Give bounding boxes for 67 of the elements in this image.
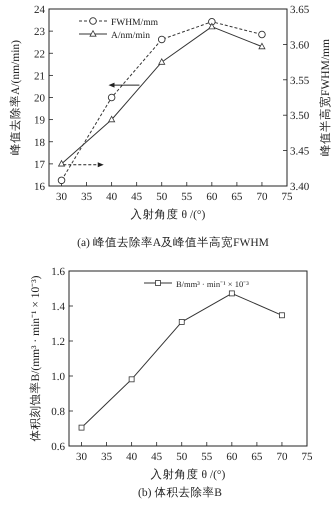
x-tick-label: 75: [282, 191, 293, 203]
x-tick-label: 50: [156, 191, 168, 203]
y-tick-label: 1.6: [51, 266, 66, 278]
x-tick-label: 70: [256, 191, 268, 203]
y-tick-label: 18: [34, 136, 46, 149]
x-axis-title: 入射角度 θ /(°): [150, 467, 226, 481]
x-tick-label: 35: [81, 191, 93, 203]
x-tick-label: 50: [176, 451, 188, 463]
x-tick-label: 45: [151, 451, 163, 463]
legend-label: B/mm³ · min⁻¹ × 10⁻³: [176, 279, 250, 289]
y-tick-label: 1.2: [51, 336, 65, 348]
y-tick-label: 1.4: [51, 301, 66, 313]
x-tick-label: 40: [126, 451, 138, 463]
x-tick-label: 55: [181, 191, 193, 203]
point: [108, 116, 116, 122]
point: [208, 18, 216, 26]
point: [58, 176, 66, 184]
point: [178, 319, 185, 325]
legend: B/mm³ · min⁻¹ × 10⁻³: [144, 279, 249, 289]
point: [128, 376, 135, 382]
point: [158, 58, 166, 65]
point: [158, 36, 166, 44]
point: [228, 290, 235, 296]
x-tick-label: 60: [206, 191, 218, 203]
point: [108, 94, 116, 102]
y-tick-label: 0.6: [51, 441, 66, 453]
x-tick-label: 30: [56, 191, 68, 203]
y2-tick-label: 3.60: [290, 39, 310, 52]
x-axis-title: 入射角度 θ /(°): [130, 207, 206, 221]
y-tick-label: 21: [34, 70, 45, 82]
x-tick-label: 70: [276, 451, 288, 463]
y2-tick-label: 3.45: [290, 146, 310, 158]
y-tick-label: 24: [34, 4, 46, 16]
point: [78, 424, 84, 431]
y-tick-label: 16: [34, 181, 46, 193]
x-tick-label: 75: [302, 451, 313, 463]
y-tick-label: 20: [34, 92, 46, 104]
y2-axis-title: 峰值半高宽FWHM/mm: [318, 39, 332, 156]
point: [258, 42, 266, 50]
y-tick-label: 23: [34, 26, 46, 38]
y-tick-label: 0.8: [51, 406, 66, 418]
y-tick-label: 19: [34, 114, 46, 127]
x-tick-label: 65: [251, 451, 263, 463]
x-tick-label: 40: [106, 191, 118, 203]
y-tick-label: 22: [34, 48, 45, 60]
x-tick-label: 60: [226, 451, 238, 463]
x-tick-label: 35: [101, 451, 113, 463]
point: [258, 30, 266, 38]
legend-label: A/nm/min: [111, 31, 150, 41]
legend-label: FWHM/mm: [111, 18, 159, 28]
x-tick-label: 30: [76, 451, 88, 463]
y-axis-title: 峰值去除率A/(nm/min): [8, 40, 22, 155]
text: (a) 峰值去除率A及峰值半高宽FWHM: [77, 235, 269, 249]
y-tick-label: 1.0: [51, 371, 66, 383]
text: (b) 体积去除率B: [138, 485, 222, 499]
y2-tick-label: 3.40: [290, 181, 310, 193]
point: [279, 312, 285, 318]
y-tick-label: 17: [34, 158, 46, 171]
y2-tick-label: 3.65: [290, 4, 310, 16]
y2-tick-label: 3.55: [290, 74, 310, 87]
x-tick-label: 45: [131, 191, 143, 203]
x-tick-label: 55: [201, 451, 213, 463]
point: [58, 160, 65, 166]
y2-tick-label: 3.50: [290, 110, 310, 122]
point: [208, 23, 216, 30]
y-axis-title: 体积刻蚀率B/(mm³ · min⁻¹ × 10⁻³): [28, 275, 42, 442]
x-tick-label: 65: [231, 191, 243, 203]
